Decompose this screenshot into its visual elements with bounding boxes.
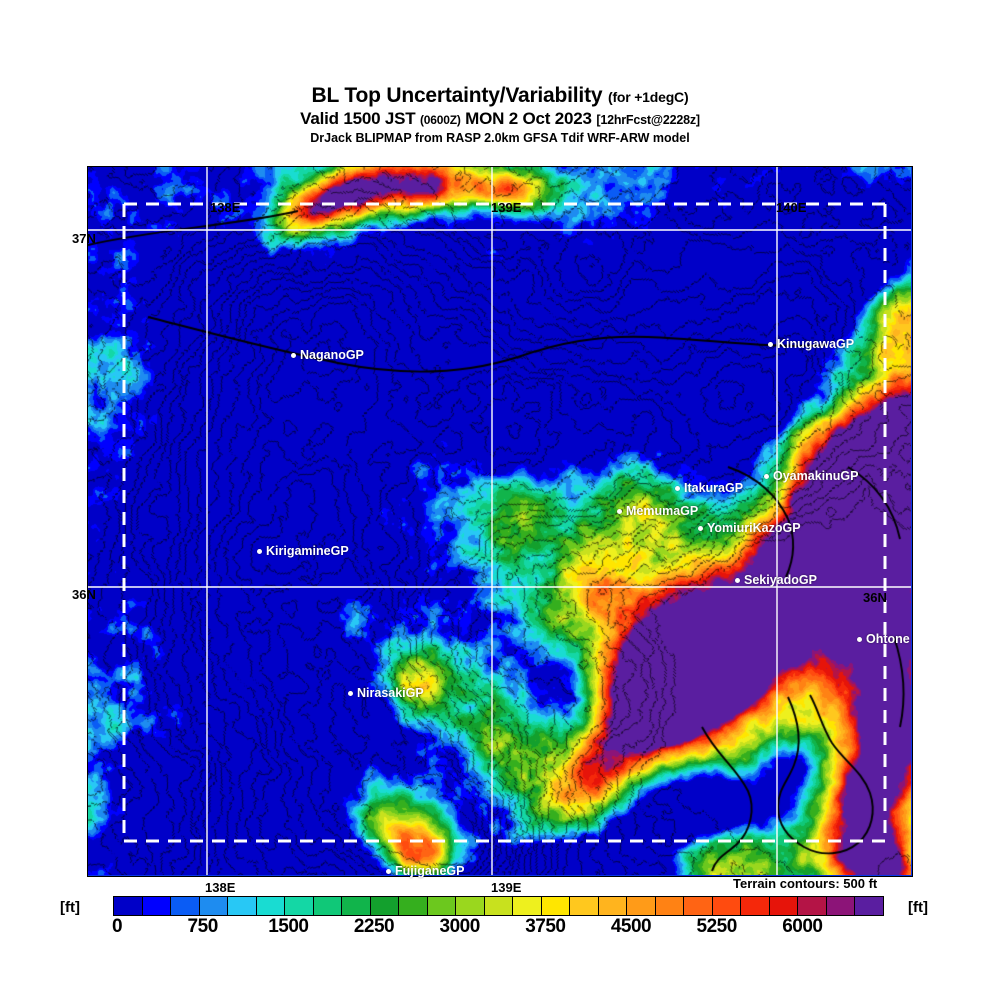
colorbar-band-13 [484,897,514,915]
station-label: ItakuraGP [684,481,744,495]
forecast-map[interactable] [87,166,913,877]
station-dot-icon [735,578,740,584]
title-block: BL Top Uncertainty/Variability (for +1de… [0,84,1000,146]
valid-time-utc: (0600Z) [420,113,461,127]
station-dot-icon [257,549,262,555]
station-label: KirigamineGP [266,544,349,558]
colorbar-band-25 [826,897,856,915]
station-dot-icon [675,486,680,492]
colorbar-band-3 [199,897,229,915]
station-label: SekiyadoGP [744,573,817,587]
lon-label-0: 138E [210,200,241,215]
colorbar-tick-0: 0 [111,916,123,937]
title-main: BL Top Uncertainty/Variability [311,84,603,107]
lat-label-1: 36N [72,587,96,602]
title-qualifier: (for +1degC) [607,89,689,105]
station-label: Ohtone [866,632,910,646]
station-sekiyadogp[interactable]: SekiyadoGP [735,573,817,587]
station-dot-icon [764,474,769,480]
lon-label-4: 139E [491,880,522,895]
colorbar-unit-left: [ft] [60,899,80,916]
colorbar-band-24 [798,897,827,915]
station-label: OyamakinuGP [773,469,859,483]
colorbar-tick-3750: 3750 [525,916,566,937]
valid-date: MON 2 Oct 2023 [465,109,592,128]
lon-label-2: 140E [776,200,807,215]
station-label: KinugawaGP [777,337,855,351]
station-ohtone[interactable]: Ohtone [857,632,910,646]
forecast-hour: [12hrFcst@2228z] [596,113,700,127]
colorbar-band-12 [456,897,485,915]
colorbar-band-5 [256,897,286,915]
colorbar-band-26 [855,897,883,915]
station-kirigaminegp[interactable]: KirigamineGP [257,544,349,558]
model-source: DrJack BLIPMAP from RASP 2.0km GFSA Tdif… [310,131,690,145]
station-label: NaganoGP [300,348,364,362]
colorbar-band-4 [228,897,257,915]
station-itakuragp[interactable]: ItakuraGP [675,481,743,495]
colorbar-band-10 [399,897,428,915]
station-kinugawagp[interactable]: KinugawaGP [768,337,854,351]
colorbar-band-19 [655,897,685,915]
station-dot-icon [291,353,296,359]
station-memumagp[interactable]: MemumaGP [617,504,698,518]
colorbar-band-23 [769,897,799,915]
map-vector-overlay [88,167,911,875]
colorbar-tick-1500: 1500 [268,916,309,937]
colorbar-band-22 [741,897,770,915]
station-nirasakigp[interactable]: NirasakiGP [348,686,424,700]
station-oyamakinugp[interactable]: OyamakinuGP [764,469,858,483]
station-dot-icon [617,509,622,515]
station-dot-icon [348,691,353,697]
colorbar-band-18 [627,897,656,915]
colorbar-band-11 [427,897,457,915]
station-dot-icon [768,342,773,348]
colorbar-band-8 [342,897,371,915]
colorbar-unit-right: [ft] [908,899,928,916]
station-naganogp[interactable]: NaganoGP [291,348,364,362]
colorbar-tick-6000: 6000 [782,916,823,937]
colorbar-band-15 [541,897,571,915]
terrain-contour-note: Terrain contours: 500 ft [733,876,878,891]
station-dot-icon [386,869,391,875]
colorbar-tick-labels: 0 750 1500 2250 3000 3750 4500 5250 6000 [0,916,1000,940]
colorbar-tick-5250: 5250 [696,916,738,937]
colorbar-band-17 [598,897,628,915]
colorbar-band-7 [313,897,343,915]
station-yomiurikazogp[interactable]: YomiuriKazoGP [698,521,801,535]
title-line-1: BL Top Uncertainty/Variability (for +1de… [0,84,1000,109]
colorbar-band-20 [684,897,713,915]
colorbar-band-2 [171,897,200,915]
colorbar-tick-3000: 3000 [439,916,481,937]
colorbar-band-6 [285,897,314,915]
map-raster [88,167,911,875]
colorbar-band-21 [712,897,742,915]
colorbar-tick-750: 750 [187,916,219,937]
station-dot-icon [857,637,862,643]
colorbar: [ft] 0 750 1500 2250 3000 3750 4500 5250 6000 [f… [0,894,1000,940]
station-dot-icon [698,526,703,532]
lon-label-1: 139E [491,200,522,215]
station-fujiganegp[interactable]: FujiganeGP [386,864,464,878]
colorbar-band-16 [570,897,599,915]
colorbar-tick-2250: 2250 [353,916,395,937]
lat-label-0: 37N [72,231,96,246]
colorbar-band-0 [114,897,143,915]
station-label: FujiganeGP [395,864,465,878]
colorbar-band-1 [142,897,172,915]
colorbar-swatches [113,896,884,916]
station-label: YomiuriKazoGP [707,521,801,535]
colorbar-band-14 [513,897,542,915]
colorbar-tick-4500: 4500 [610,916,652,937]
lat-label-2: 36N [863,590,887,605]
title-line-2: Valid 1500 JST (0600Z) MON 2 Oct 2023 [1… [0,109,1000,130]
station-label: MemumaGP [626,504,699,518]
lon-label-3: 138E [205,880,236,895]
station-label: NirasakiGP [357,686,424,700]
colorbar-band-9 [370,897,400,915]
valid-time: Valid 1500 JST [300,109,416,128]
